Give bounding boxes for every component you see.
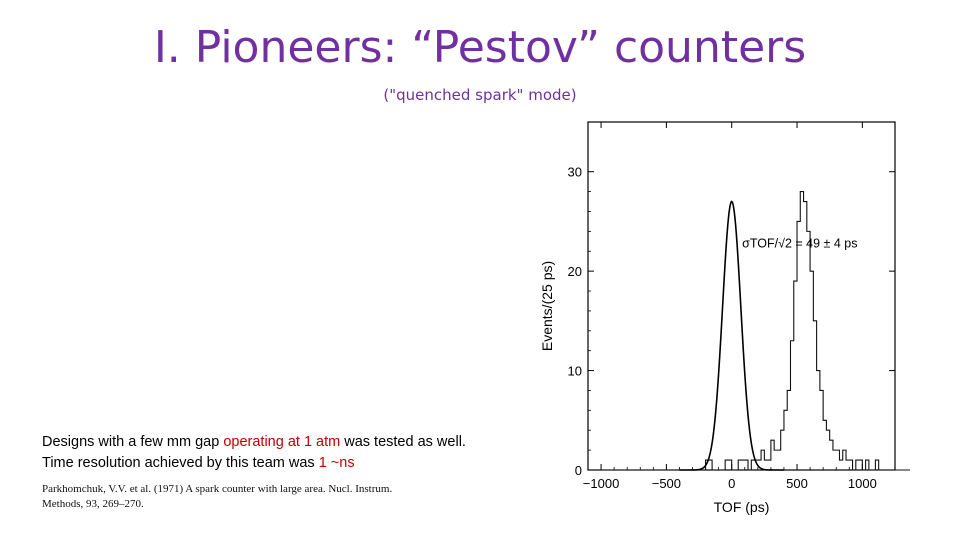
y-tick-label: 0 [575, 463, 582, 478]
resolution-annotation: σTOF/√2 = 49 ± 4 ps [742, 236, 857, 250]
reference-line-2: Methods, 93, 269–270. [42, 498, 144, 510]
body-line-2-highlight: 1 ~ns [318, 455, 355, 471]
histogram-series [601, 191, 910, 471]
body-line-1-end: was tested as well. [340, 434, 466, 450]
body-line-2-start: Time resolution achieved by this team wa… [42, 455, 319, 471]
reference-citation: Parkhomchuk, V.V. et al. (1971) A spark … [42, 482, 392, 512]
page-title: I. Pioneers: “Pestov” counters [153, 22, 807, 73]
x-tick-label: 0 [728, 476, 735, 491]
y-tick-label: 20 [568, 264, 582, 279]
body-line-1: Designs with a few mm gap operating at 1… [42, 432, 466, 453]
y-axis-label: Events/(25 ps) [539, 261, 555, 351]
body-line-1-start: Designs with a few mm gap [42, 434, 224, 450]
body-text: Designs with a few mm gap operating at 1… [42, 432, 466, 474]
gaussian-fit-series [679, 200, 784, 471]
x-axis-label: TOF (ps) [714, 499, 770, 515]
plot-frame [587, 121, 896, 471]
body-line-2: Time resolution achieved by this team wa… [42, 453, 466, 474]
x-tick-label: −1000 [583, 476, 620, 491]
body-line-1-highlight: operating at 1 atm [223, 434, 341, 450]
x-tick-label: 500 [786, 476, 808, 491]
x-tick-label: 1000 [848, 476, 877, 491]
x-tick-label: −500 [652, 476, 681, 491]
reference-line-1: Parkhomchuk, V.V. et al. (1971) A spark … [42, 483, 393, 495]
y-tick-label: 10 [568, 364, 582, 379]
y-tick-label: 30 [568, 165, 582, 180]
tof-histogram-chart: −1000 −500 0 500 1000 0 10 20 30 TOF (ps) Events/(… [539, 121, 910, 515]
page-subtitle: ("quenched spark" mode) [383, 86, 577, 104]
